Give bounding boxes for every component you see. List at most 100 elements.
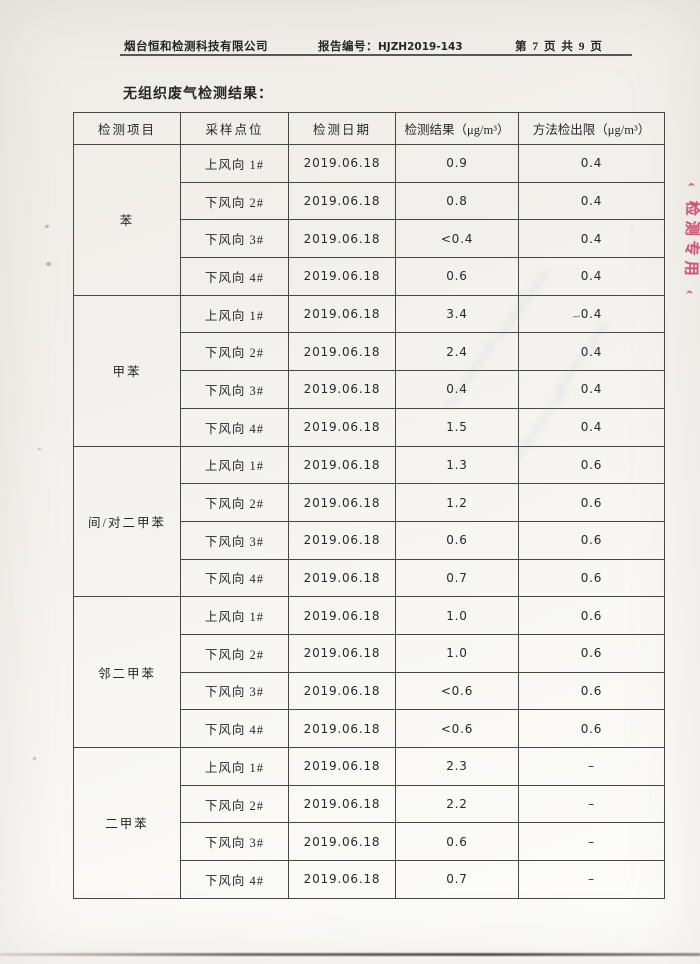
sampling-point-cell: 上风向 1# xyxy=(180,294,289,334)
sampling-point-cell: 下风向 2# xyxy=(180,784,289,824)
test-item-cell: 间/对二甲苯 xyxy=(73,445,181,598)
sampling-point-cell: 下风向 3# xyxy=(180,219,289,259)
scan-bottom-edge xyxy=(0,953,700,956)
table-row: 苯上风向 1# 2019.06.18 0.9 0.4 xyxy=(73,144,665,296)
limit-cell: 0.4 xyxy=(518,370,665,409)
sampling-point-cell: 下风向 3# xyxy=(180,370,289,409)
table-row: 下风向 2# 2019.06.18 1.0 0.6 xyxy=(74,633,665,673)
sampling-point-cell: 下风向 4# xyxy=(180,558,289,598)
table-row: 下风向 3# 2019.06.18 <0.6 0.6 xyxy=(74,671,665,711)
date-cell: 2019.06.18 xyxy=(288,257,396,296)
limit-cell: 0.4 xyxy=(518,407,665,447)
report-number-label: 报告编号： xyxy=(318,41,378,53)
limit-cell: – xyxy=(518,747,665,786)
table-row: 下风向 4# 2019.06.18 1.5 0.4 xyxy=(74,407,665,447)
table-row: 甲苯 上风向 1# 2019.06.18 3.4 0.4 xyxy=(73,294,665,447)
limit-cell: – xyxy=(518,784,665,824)
result-cell: 3.4 xyxy=(395,294,519,334)
limit-cell: 0.6 xyxy=(518,520,665,560)
limit-cell: 0.6 xyxy=(518,445,665,485)
result-cell: 0.8 xyxy=(395,181,519,221)
result-cell: 0.6 xyxy=(395,822,519,862)
date-cell: 2019.06.18 xyxy=(288,294,396,334)
result-cell: 2.3 xyxy=(395,747,519,786)
limit-cell: – xyxy=(518,860,665,899)
sampling-point-cell: 上风向 1# xyxy=(180,596,289,635)
table-row: 下风向 3# 2019.06.18 <0.4 0.4 xyxy=(74,219,665,259)
result-cell: 0.7 xyxy=(395,558,519,598)
result-cell: <0.6 xyxy=(395,709,519,748)
limit-cell: 0.6 xyxy=(518,671,665,711)
scan-speck xyxy=(46,262,51,266)
limit-cell: 0.4 xyxy=(518,144,665,183)
table-row: 间/对二甲苯 上风向 1# 2019.06.18 1.3 0.6 xyxy=(73,445,665,598)
result-cell: <0.6 xyxy=(395,671,519,711)
test-item-cell: 二甲苯 xyxy=(73,747,181,899)
date-cell: 2019.06.18 xyxy=(288,219,396,259)
date-cell: 2019.06.18 xyxy=(288,671,396,711)
sampling-point-cell: 下风向 2# xyxy=(180,181,289,221)
date-cell: 2019.06.18 xyxy=(288,144,396,183)
limit-cell: 0.4 xyxy=(518,294,665,334)
result-cell: 0.7 xyxy=(395,860,519,899)
table-row: 邻二甲苯 上风向 1# 2019.06.18 1.0 0.6 xyxy=(73,596,665,748)
sampling-point-cell: 下风向 2# xyxy=(180,633,289,673)
column-header: 方法检出限（μg/m³） xyxy=(518,112,665,145)
sampling-point-cell: 上风向 1# xyxy=(180,144,289,183)
column-header: 检测日期 xyxy=(288,112,396,145)
date-cell: 2019.06.18 xyxy=(288,784,396,824)
date-cell: 2019.06.18 xyxy=(288,822,396,862)
test-item-cell: 苯 xyxy=(73,144,181,296)
company-name: 烟台恒和检测科技有限公司 xyxy=(124,41,268,53)
table-row: 下风向 4# 2019.06.18 0.7 0.6 xyxy=(74,558,665,598)
column-header: 检测结果（μg/m³） xyxy=(395,112,519,145)
date-cell: 2019.06.18 xyxy=(288,709,396,748)
sampling-point-cell: 下风向 2# xyxy=(180,332,289,372)
table-row: 下风向 3# 2019.06.18 0.4 0.4 xyxy=(74,370,665,409)
limit-cell: 0.4 xyxy=(518,257,665,296)
sampling-point-cell: 上风向 1# xyxy=(180,747,289,786)
table-row: 下风向 2# 2019.06.18 2.4 0.4 xyxy=(74,332,665,372)
table-row: 下风向 3# 2019.06.18 0.6– xyxy=(74,822,665,862)
result-cell: 0.9 xyxy=(395,144,519,183)
table-row: 下风向 3# 2019.06.18 0.6 0.6 xyxy=(74,520,665,560)
limit-cell: 0.4 xyxy=(518,332,665,372)
sampling-point-cell: 下风向 3# xyxy=(180,520,289,560)
table-row: 下风向 2# 2019.06.18 2.2– xyxy=(74,784,665,824)
result-cell: 1.2 xyxy=(395,483,519,522)
date-cell: 2019.06.18 xyxy=(288,747,396,786)
scan-speck xyxy=(38,448,41,450)
sampling-point-cell: 下风向 4# xyxy=(180,407,289,447)
limit-cell: 0.6 xyxy=(518,558,665,598)
report-number-value: HJZH2019-143 xyxy=(378,41,463,53)
result-cell: 1.5 xyxy=(395,407,519,447)
table-row: 下风向 4# 2019.06.18 0.6 0.4 xyxy=(74,257,665,296)
sampling-point-cell: 下风向 4# xyxy=(180,257,289,296)
sampling-point-cell: 下风向 3# xyxy=(180,822,289,862)
date-cell: 2019.06.18 xyxy=(288,633,396,673)
result-cell: <0.4 xyxy=(395,219,519,259)
sampling-point-cell: 下风向 4# xyxy=(180,709,289,748)
date-cell: 2019.06.18 xyxy=(288,407,396,447)
table-row: 下风向 4# 2019.06.18 <0.6 0.6 xyxy=(74,709,665,748)
date-cell: 2019.06.18 xyxy=(288,181,396,221)
date-cell: 2019.06.18 xyxy=(288,860,396,899)
result-cell: 1.0 xyxy=(395,633,519,673)
sampling-point-cell: 下风向 3# xyxy=(180,671,289,711)
sampling-point-cell: 下风向 2# xyxy=(180,483,289,522)
test-item-cell: 邻二甲苯 xyxy=(73,596,181,748)
report-number: 报告编号：HJZH2019-143 xyxy=(318,38,463,54)
date-cell: 2019.06.18 xyxy=(288,332,396,372)
red-seam-stamp-fragment: ‹ 检测专用 ‹ xyxy=(682,181,700,300)
limit-cell: 0.6 xyxy=(518,709,665,748)
result-cell: 1.3 xyxy=(395,445,519,485)
page-indicator: 第 7 页 共 9 页 xyxy=(515,41,604,53)
scan-speck xyxy=(33,757,36,760)
table-row: 下风向 2# 2019.06.18 0.8 0.4 xyxy=(74,181,665,221)
result-cell: 1.0 xyxy=(395,596,519,635)
table-row: 下风向 4# 2019.06.18 0.7– xyxy=(74,860,665,899)
scan-speck xyxy=(45,225,49,228)
result-cell: 2.4 xyxy=(395,332,519,372)
date-cell: 2019.06.18 xyxy=(288,370,396,409)
